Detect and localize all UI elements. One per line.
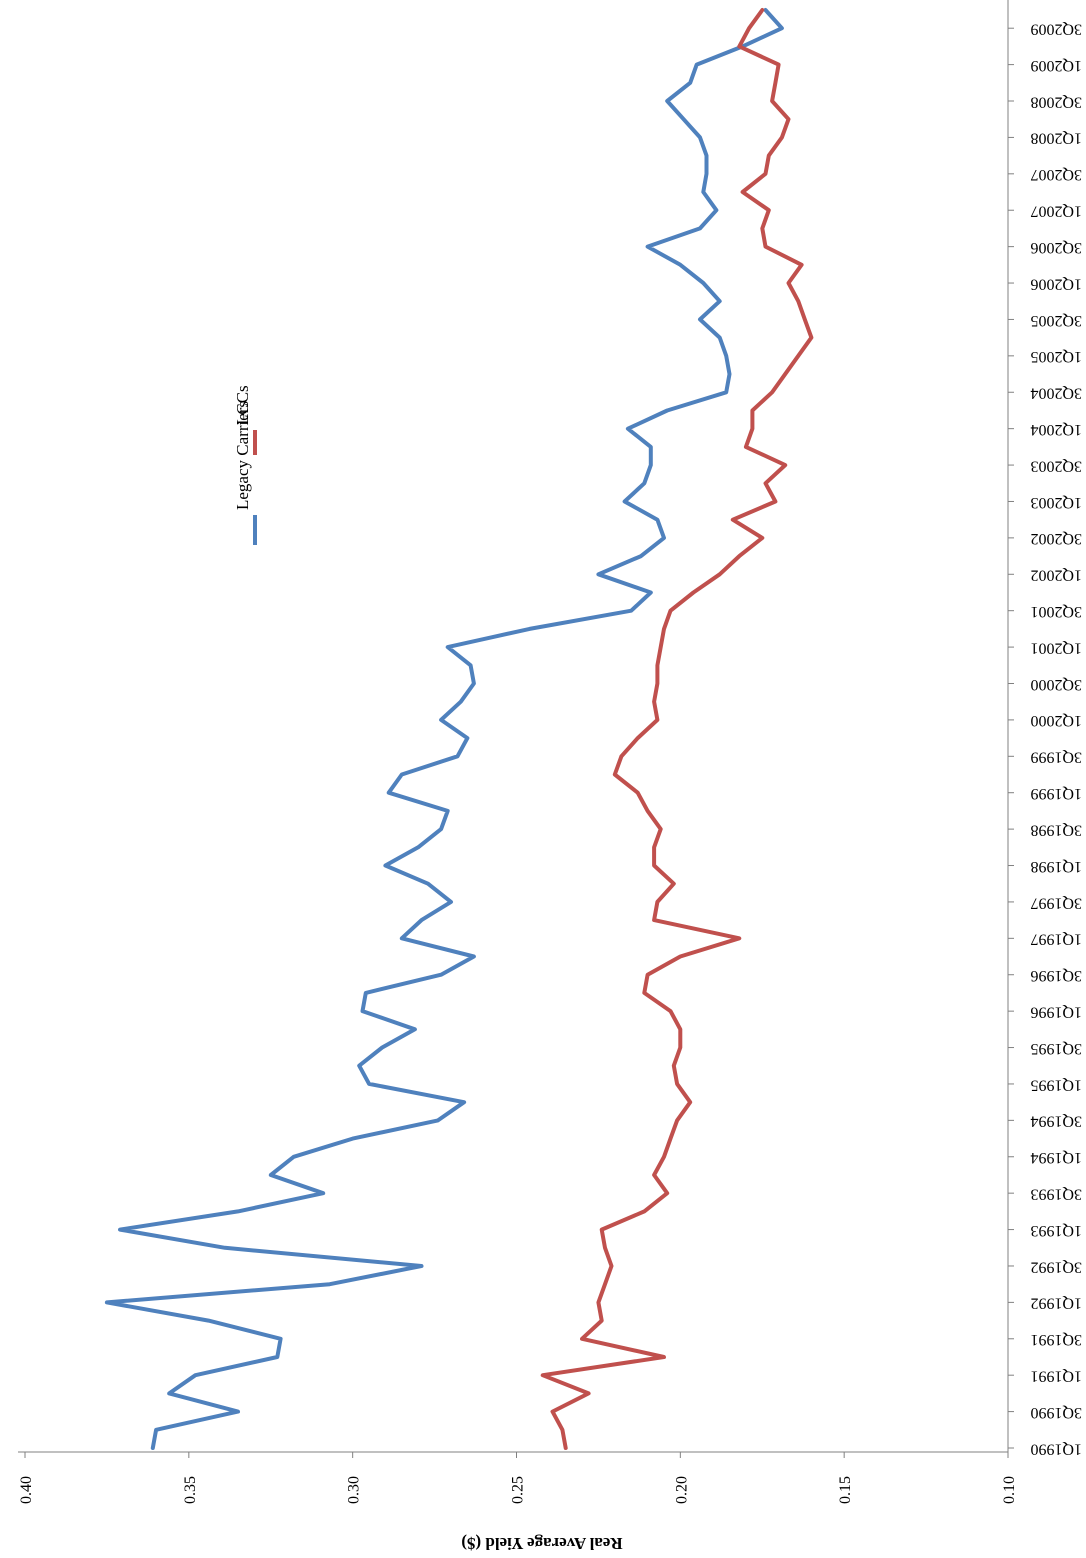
- value-tick-label: 0.30: [346, 1476, 363, 1504]
- category-tick-label: 1Q2006: [1030, 275, 1082, 292]
- category-tick-label: 1Q1995: [1030, 1076, 1082, 1093]
- category-tick-label: 3Q1998: [1030, 821, 1082, 838]
- category-tick-label: 3Q1999: [1030, 749, 1082, 766]
- category-tick-label: 1Q1996: [1030, 1003, 1082, 1020]
- category-tick-label: 3Q1994: [1030, 1113, 1082, 1130]
- category-tick-label: 1Q1997: [1030, 931, 1082, 948]
- category-tick-label: 1Q2009: [1030, 57, 1082, 74]
- category-tick-label: 3Q2005: [1030, 312, 1082, 329]
- category-tick-label: 1Q2004: [1030, 421, 1082, 438]
- category-tick-label: 3Q1995: [1030, 1040, 1082, 1057]
- category-tick-label: 1Q2005: [1030, 348, 1082, 365]
- value-tick-label: 0.25: [510, 1476, 527, 1504]
- category-tick-label: 3Q2004: [1030, 385, 1082, 402]
- category-tick-label: 1Q1998: [1030, 858, 1082, 875]
- category-tick-label: 3Q2007: [1030, 166, 1082, 183]
- y-axis-title: Real Average Yield ($): [461, 1534, 622, 1553]
- category-tick-label: 3Q2009: [1030, 21, 1082, 38]
- series-line-legacy-carriers: [104, 8, 784, 1450]
- category-tick-label: 3Q2008: [1030, 93, 1082, 110]
- axes: 0.10 0.15 0.20 0.25 0.30 0.35 0.40 1Q1990 3Q1990…: [18, 0, 1082, 1504]
- category-tick-label: 1Q2003: [1030, 494, 1082, 511]
- category-tick-label: 1Q1994: [1030, 1149, 1082, 1166]
- category-tick-label: 3Q1991: [1030, 1331, 1082, 1348]
- category-tick-label: 3Q1993: [1030, 1185, 1082, 1202]
- category-tick-label: 1Q2001: [1030, 639, 1082, 656]
- category-tick-label: 3Q2002: [1030, 530, 1082, 547]
- category-tick-label: 3Q1997: [1030, 894, 1082, 911]
- category-tick-label: 1Q2002: [1030, 567, 1082, 584]
- category-tick-label: 1Q1999: [1030, 785, 1082, 802]
- category-tick-label: 1Q1991: [1030, 1368, 1082, 1385]
- category-tick-label: 3Q2003: [1030, 457, 1082, 474]
- category-tick-label: 3Q2000: [1030, 676, 1082, 693]
- category-tick-label: 3Q1990: [1030, 1404, 1082, 1421]
- category-tick-label: 1Q1993: [1030, 1222, 1082, 1239]
- value-tick-label: 0.15: [837, 1476, 854, 1504]
- legend-label-lccs: LCCs: [233, 385, 252, 425]
- value-tick-label: 0.40: [18, 1476, 35, 1504]
- value-tick-label: 0.35: [182, 1476, 199, 1504]
- value-tick-label: 0.20: [673, 1476, 690, 1504]
- series-layer: [104, 8, 814, 1450]
- series-line-lccs: [540, 8, 814, 1450]
- category-tick-label: 1Q2008: [1030, 130, 1082, 147]
- category-tick-label: 3Q2006: [1030, 239, 1082, 256]
- category-tick-label: 1Q1990: [1030, 1440, 1082, 1457]
- category-tick-label: 3Q1996: [1030, 967, 1082, 984]
- value-tick-label: 0.10: [1001, 1476, 1018, 1504]
- category-tick-label: 1Q2000: [1030, 712, 1082, 729]
- category-tick-label: 3Q1992: [1030, 1258, 1082, 1275]
- legend-label-legacy-carriers: Legacy Carriers: [233, 401, 252, 510]
- category-tick-label: 1Q2007: [1030, 203, 1082, 220]
- category-tick-label: 1Q1992: [1030, 1295, 1082, 1312]
- category-tick-label: 3Q2001: [1030, 603, 1082, 620]
